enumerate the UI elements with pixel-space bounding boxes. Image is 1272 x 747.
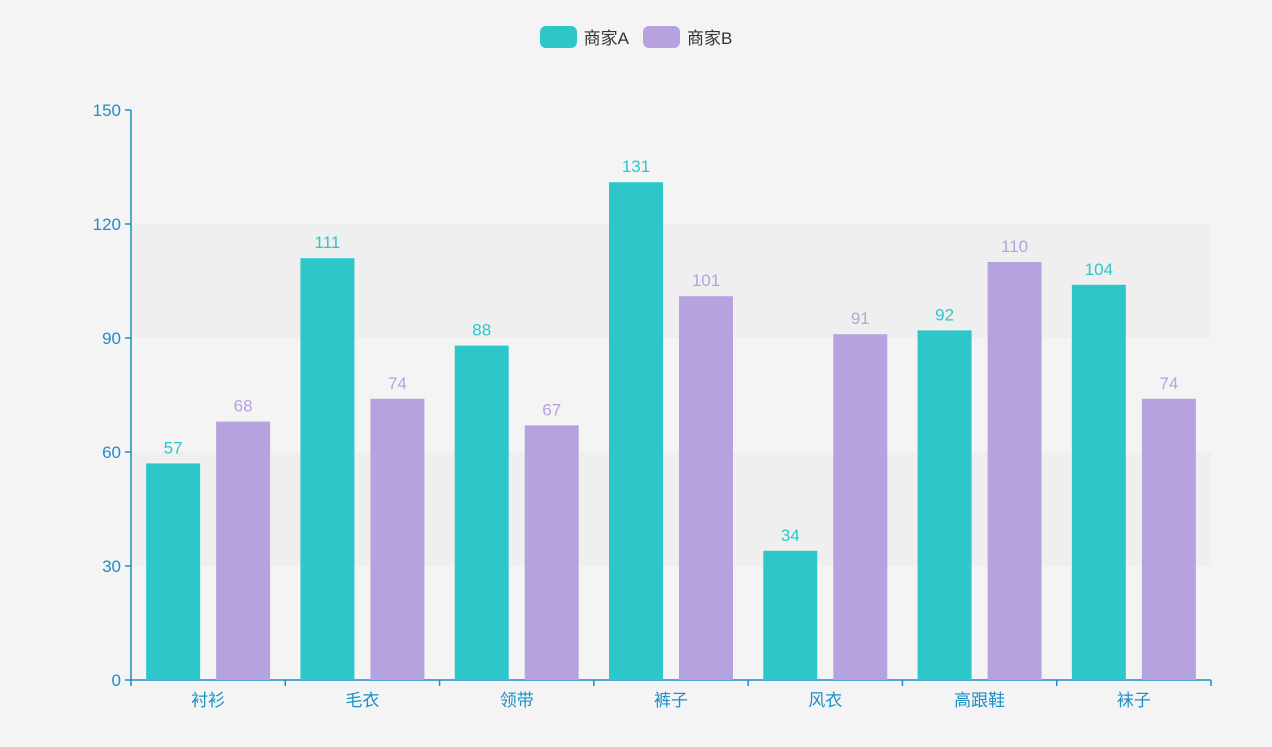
x-tick-label: 裤子 — [654, 691, 688, 710]
bar[interactable] — [917, 330, 972, 680]
y-tick-label: 150 — [93, 101, 121, 120]
legend-item-series-b[interactable]: 商家B — [643, 24, 732, 49]
legend-label-series-a: 商家A — [583, 29, 629, 48]
bar[interactable] — [679, 296, 733, 680]
y-tick-label: 0 — [112, 671, 121, 690]
bar[interactable] — [524, 425, 579, 680]
x-tick-label: 领带 — [500, 691, 534, 710]
data-label: 88 — [472, 321, 491, 340]
split-band — [131, 224, 1211, 338]
bar[interactable] — [987, 262, 1042, 680]
data-label: 34 — [781, 526, 800, 545]
legend-swatch-series-b — [643, 25, 680, 48]
legend-item-series-a[interactable]: 商家A — [539, 24, 629, 49]
data-label: 68 — [234, 397, 253, 416]
data-label: 67 — [542, 400, 561, 419]
split-band — [131, 338, 1211, 452]
bar[interactable] — [1071, 284, 1126, 680]
x-tick-label: 高跟鞋 — [954, 691, 1005, 710]
bar[interactable] — [609, 182, 663, 680]
data-label: 131 — [622, 157, 650, 176]
legend-swatch-series-a — [539, 25, 577, 48]
bar[interactable] — [833, 334, 888, 680]
data-label: 74 — [1159, 374, 1178, 393]
split-band — [131, 566, 1211, 680]
bar[interactable] — [216, 421, 271, 680]
legend: 商家A 商家B — [0, 24, 1272, 49]
x-tick-label: 衬衫 — [191, 691, 225, 710]
data-label: 101 — [692, 271, 720, 290]
y-tick-label: 120 — [93, 215, 121, 234]
bar[interactable] — [146, 463, 201, 680]
x-tick-label: 毛衣 — [345, 691, 379, 710]
split-band — [131, 110, 1211, 224]
data-label: 91 — [851, 309, 870, 328]
y-tick-label: 90 — [102, 329, 121, 348]
data-label: 74 — [388, 374, 407, 393]
y-tick-label: 30 — [102, 557, 121, 576]
bar[interactable] — [370, 398, 425, 680]
bar[interactable] — [1141, 398, 1196, 680]
data-label: 57 — [164, 438, 183, 457]
data-label: 92 — [935, 305, 954, 324]
x-tick-label: 袜子 — [1117, 691, 1151, 710]
data-label: 111 — [315, 233, 341, 252]
bar[interactable] — [454, 345, 509, 680]
bar[interactable] — [300, 258, 355, 680]
legend-label-series-b: 商家B — [687, 29, 733, 48]
x-tick-label: 风衣 — [808, 691, 842, 710]
data-label: 110 — [1001, 237, 1028, 256]
bar[interactable] — [763, 550, 818, 680]
split-band — [131, 452, 1211, 566]
data-label: 104 — [1085, 260, 1113, 279]
y-tick-label: 60 — [102, 443, 121, 462]
